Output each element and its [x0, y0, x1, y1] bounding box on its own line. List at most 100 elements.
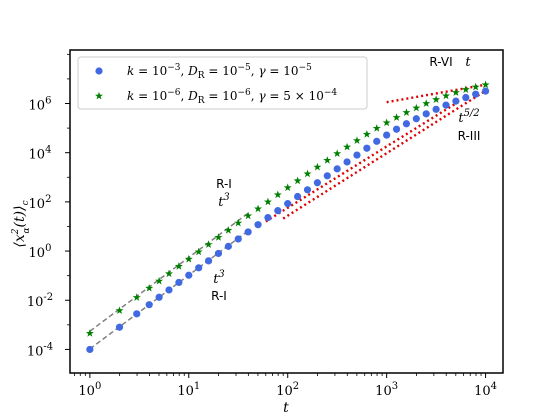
series-1-point [333, 149, 342, 157]
series-1-point [372, 124, 381, 132]
annotation-region: R-III [458, 129, 481, 143]
series-0-point [462, 93, 470, 102]
series-0-point [133, 310, 141, 318]
x-tick-label: 102 [276, 381, 299, 399]
annotation-region: R-VI [429, 55, 452, 69]
series-0-point [363, 144, 371, 152]
annotation-law: t [465, 55, 471, 70]
fit-line-4 [386, 83, 486, 104]
series-0-point [313, 179, 321, 187]
series-0-point [175, 278, 183, 287]
series-1-point [382, 118, 391, 127]
y-tick-label: 100 [29, 243, 52, 261]
series-1-point [362, 130, 371, 138]
annotation-law: t3 [213, 269, 225, 287]
series-0-point [383, 131, 391, 139]
series-1-point [155, 276, 164, 285]
series-1-point [254, 204, 263, 213]
series-1-point [132, 293, 141, 301]
series-1-point [412, 103, 421, 112]
series-1-point [244, 211, 253, 220]
annotation-region: R-I [216, 177, 232, 191]
legend-entry-label: k = 10−6, DR = 10−6, γ = 5 × 10−4 [127, 88, 337, 106]
legend: k = 10−3, DR = 10−5, γ = 10−5 k = 10−6, D… [77, 56, 368, 110]
series-1-point [184, 254, 193, 263]
series-0-point [472, 90, 480, 98]
series-1-point [234, 218, 243, 227]
fit-line-3 [282, 89, 487, 220]
series-1-point [442, 91, 450, 100]
series-1-point [392, 113, 401, 121]
annotation-law: t3 [218, 192, 230, 210]
legend-marker-circle [95, 67, 103, 75]
annotation-region: R-I [211, 289, 227, 303]
series-0-point [333, 165, 341, 173]
x-tick-label: 104 [474, 381, 497, 399]
series-1-point [293, 176, 302, 185]
series-0-point [303, 186, 312, 194]
axes: 100 101 102 103 10410-410-2100102104106R-It3… [27, 49, 504, 399]
x-axis-label: t [283, 400, 289, 416]
series-0-point [412, 115, 420, 123]
series-1-point [422, 99, 431, 107]
fit-line-2 [265, 102, 457, 223]
series-1-point [165, 269, 173, 278]
series-0-point [442, 101, 450, 109]
series-1-point [402, 108, 411, 116]
series-0-point [264, 213, 272, 222]
series-0-point [452, 97, 460, 105]
series-0-point [86, 345, 94, 354]
series-1-point [115, 306, 124, 314]
series-0-point [244, 228, 252, 236]
series-1-point [224, 226, 233, 234]
series-1-point [194, 247, 203, 256]
series-1-point [204, 240, 213, 248]
svg-text:⟨x2α(t)⟩c: ⟨x2α(t)⟩c [11, 200, 32, 247]
series-0-point [373, 137, 381, 145]
y-tick-label: 10-4 [27, 341, 53, 359]
series-0-point [284, 200, 292, 208]
series-1-point [451, 88, 460, 96]
series-0-point [155, 293, 163, 301]
series-0-point [195, 264, 203, 272]
legend-entry-label: k = 10−3, DR = 10−5, γ = 10−5 [127, 63, 312, 81]
series-0-point [115, 323, 124, 331]
legend-marker-star [95, 91, 103, 100]
series-0-point [254, 221, 262, 229]
y-tick-label: 10-2 [27, 292, 53, 310]
series-0-point [353, 151, 361, 159]
y-tick-label: 106 [29, 96, 52, 114]
series-0-point [343, 158, 351, 166]
series-0-point [422, 110, 430, 118]
series-1-point [471, 82, 480, 91]
series-1-point [263, 197, 272, 206]
series-1-point [323, 156, 332, 164]
x-tick-label: 101 [177, 381, 200, 399]
series-0-point [214, 249, 223, 258]
series-1-point [214, 233, 223, 241]
series-1-point [352, 136, 361, 145]
series-1-point [145, 283, 154, 292]
series-0-point [274, 207, 282, 215]
series-1-point [273, 190, 282, 199]
series-1-point [174, 262, 183, 270]
series-0-point [392, 125, 401, 133]
y-tick-label: 102 [29, 194, 52, 212]
x-tick-label: 103 [375, 381, 398, 399]
series-0-point [234, 235, 242, 243]
series-1-point [313, 162, 322, 171]
plot-area [85, 80, 490, 354]
series-0-point [165, 286, 173, 294]
series-0-point [204, 257, 213, 265]
series-0-point [145, 301, 153, 309]
y-axis-label: ⟨x2α(t)⟩c [11, 200, 32, 247]
series-0-point [294, 192, 302, 201]
plot-frame [69, 49, 504, 374]
series-1-point [432, 95, 441, 103]
series-0-point [402, 120, 411, 128]
legend-box [77, 56, 368, 110]
series-1-point [283, 183, 292, 192]
series-0-point [432, 105, 440, 113]
series-0-point [481, 87, 490, 95]
